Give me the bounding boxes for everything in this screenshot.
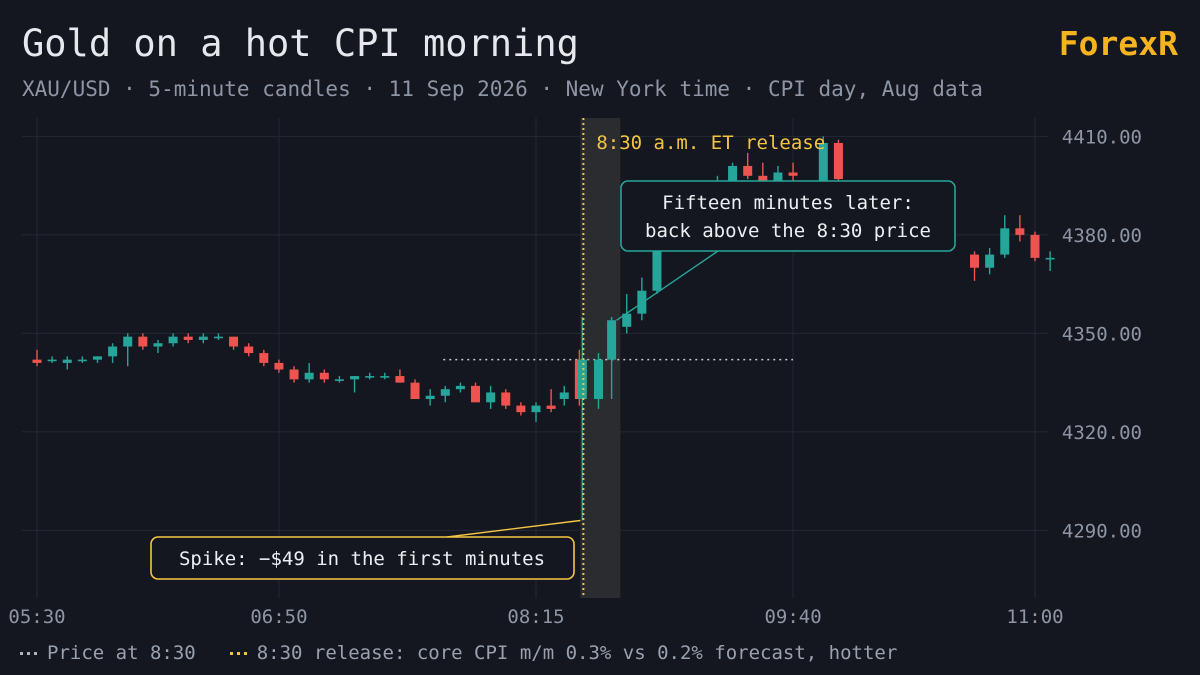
grid-lines (22, 118, 1048, 598)
candle-body (758, 175, 768, 183)
y-tick-label: 4320.00 (1062, 422, 1142, 444)
candle-body (773, 172, 783, 183)
candle-body (743, 165, 753, 176)
legend: Price at 8:30 8:30 release: core CPI m/m… (20, 642, 931, 664)
candle-body (788, 172, 798, 176)
chart-subtitle: XAU/USD · 5-minute candles · 11 Sep 2026… (22, 77, 983, 101)
candle-body (259, 353, 269, 363)
candle-body (319, 372, 329, 380)
candle-body (244, 346, 254, 354)
candle-body (559, 392, 569, 400)
candle-body (818, 142, 828, 183)
candle-body (728, 165, 738, 183)
candle-body (138, 336, 148, 347)
legend-swatch-dotted-gold (229, 651, 247, 655)
candle-body (471, 385, 481, 403)
candle-body (92, 356, 102, 360)
candles (32, 136, 1055, 521)
candle-body (985, 254, 995, 268)
annotations: Spike: −$49 in the first minutes Fifteen… (150, 180, 956, 580)
candle-body (593, 359, 603, 400)
spike-callout-box (150, 536, 575, 580)
brand-logo: ForexR (1058, 24, 1178, 63)
x-tick-label: 11:00 (1006, 606, 1063, 628)
candle-body (516, 405, 526, 413)
candle-body (47, 359, 57, 362)
spike-callout-text: Spike: −$49 in the first minutes (179, 548, 545, 570)
candle-body (77, 359, 87, 362)
candle-body (455, 385, 465, 390)
candle-body (289, 369, 299, 380)
y-tick-label: 4380.00 (1062, 225, 1142, 247)
candle-body (62, 359, 72, 363)
legend-swatch-dotted-gray (20, 651, 37, 655)
candle-body (607, 320, 617, 360)
candle-body (168, 336, 178, 344)
candle-body (1015, 228, 1025, 235)
candle-body (123, 336, 133, 347)
x-tick-label: 06:50 (250, 606, 307, 628)
candle-body (183, 336, 193, 340)
candle-body (274, 362, 284, 370)
candle-body (546, 405, 556, 409)
x-tick-label: 08:15 (507, 606, 564, 628)
candle-body (198, 336, 208, 340)
candle-body (380, 376, 390, 378)
candle-body (410, 382, 420, 400)
candle-body (1045, 257, 1055, 260)
candle-body (365, 376, 375, 378)
recovery-callout-line1: Fifteen minutes later: (662, 192, 914, 214)
candle-body (531, 405, 541, 413)
x-tick-label: 05:30 (8, 606, 65, 628)
legend-label-price: Price at 8:30 (47, 642, 196, 664)
candle-body (425, 395, 435, 400)
legend-label-release: 8:30 release: core CPI m/m 0.3% vs 0.2% … (256, 642, 898, 664)
candlestick-chart: 8:30 a.m. ET release 4410.00 4380.00 4350.… (8, 118, 1142, 628)
candle-body (32, 359, 42, 363)
candle-body (652, 251, 662, 291)
recovery-callout-box (620, 180, 956, 252)
x-axis: 05:30 06:50 08:15 09:40 11:00 (8, 606, 1063, 628)
legend-item-price: Price at 8:30 (20, 642, 196, 664)
y-tick-label: 4350.00 (1062, 323, 1142, 345)
candle-body (486, 392, 496, 403)
y-axis: 4410.00 4380.00 4350.00 4320.00 4290.00 (1062, 126, 1142, 542)
candle-body (622, 313, 632, 327)
candle-body (501, 392, 511, 406)
candle-body (440, 389, 450, 396)
candle-body (334, 379, 344, 381)
y-tick-label: 4290.00 (1062, 520, 1142, 542)
candle-body (970, 254, 980, 268)
legend-item-release: 8:30 release: core CPI m/m 0.3% vs 0.2% … (229, 642, 898, 664)
release-label: 8:30 a.m. ET release (596, 132, 825, 154)
candle-body (395, 376, 405, 383)
candle-body (213, 336, 223, 339)
candle-body (1030, 234, 1040, 258)
candle-body (350, 376, 360, 380)
candle-body (1000, 228, 1010, 255)
candle-body (229, 336, 239, 347)
candle-body (304, 372, 314, 380)
y-tick-label: 4410.00 (1062, 126, 1142, 148)
x-tick-label: 09:40 (764, 606, 821, 628)
recovery-callout-line2: back above the 8:30 price (645, 220, 931, 242)
candle-body (833, 142, 843, 180)
chart-title: Gold on a hot CPI morning (22, 22, 579, 65)
candle-body (108, 346, 118, 357)
candle-body (153, 343, 163, 347)
spike-connector (446, 519, 581, 538)
recovery-connector (616, 250, 719, 321)
